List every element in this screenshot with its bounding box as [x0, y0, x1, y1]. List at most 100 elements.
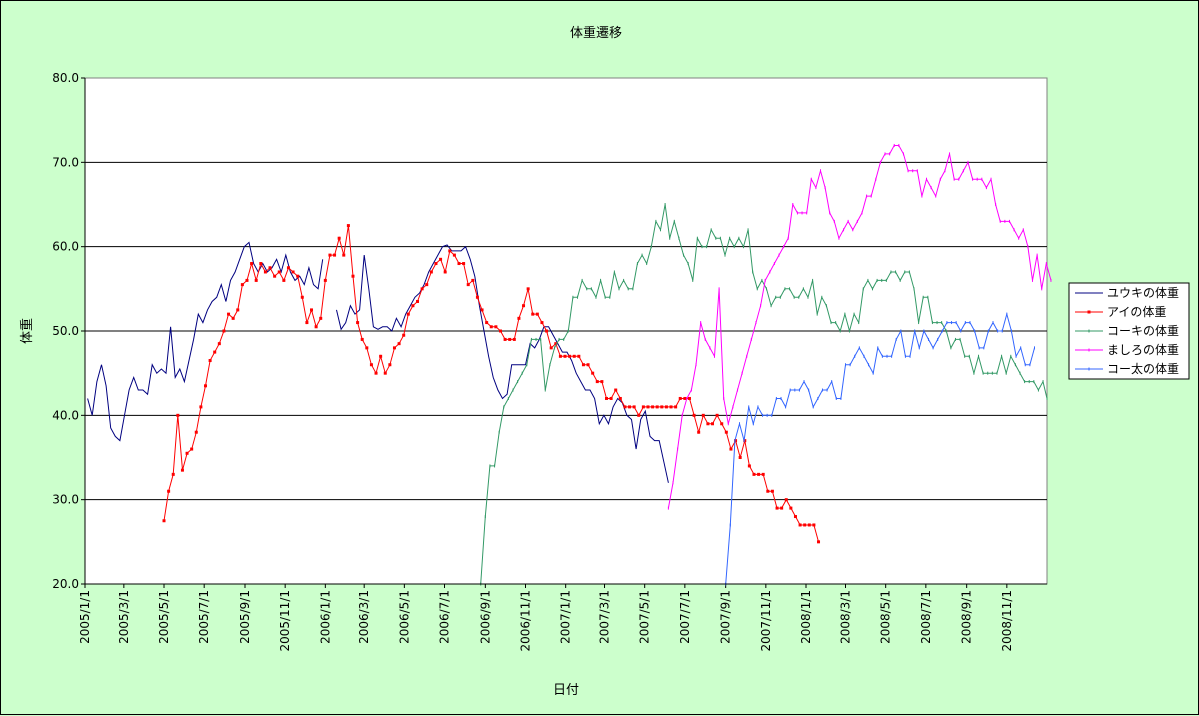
series-2-point: [310, 308, 314, 312]
series-2-point: [531, 312, 535, 316]
series-2-point: [522, 304, 526, 308]
series-2-point: [203, 384, 207, 388]
x-tick-label: 2005/5/1: [157, 590, 171, 644]
series-2-point: [167, 489, 171, 493]
series-2-point: [623, 405, 627, 409]
series-1: [87, 241, 669, 483]
series-2-point: [374, 371, 378, 375]
series-2-point: [171, 472, 175, 476]
series-2-point: [351, 274, 355, 278]
series-2-point: [328, 253, 332, 257]
x-tick-label: 2005/11/1: [278, 590, 292, 652]
y-tick-label: 50.0: [52, 324, 79, 338]
series-2-point: [231, 316, 235, 320]
series-2-point: [747, 464, 751, 468]
legend-label-4: ましろの体重: [1107, 343, 1179, 357]
series-2-point: [609, 396, 613, 400]
series-2-point: [641, 405, 645, 409]
series-2-point: [443, 270, 447, 274]
series-2-point: [651, 405, 655, 409]
series-2-point: [227, 312, 231, 316]
series-2-point: [554, 342, 558, 346]
series-2-point: [743, 439, 747, 443]
series-2-point: [687, 396, 691, 400]
series-2-point: [697, 430, 701, 434]
series-2-point: [770, 489, 774, 493]
series-2-point: [273, 274, 277, 278]
legend-label-2: アイの体重: [1107, 305, 1166, 319]
y-tick-label: 20.0: [52, 577, 79, 591]
series-2-point: [803, 523, 807, 527]
series-2-point: [535, 312, 539, 316]
x-axis-title: 日付: [553, 683, 579, 698]
series-2-point: [692, 413, 696, 417]
series-1-line-1: [87, 241, 324, 442]
x-tick-label: 2007/9/1: [719, 590, 733, 644]
series-2-point: [600, 380, 604, 384]
series-2-point: [586, 363, 590, 367]
series-2-point: [429, 270, 433, 274]
x-tick-label: 2007/1/1: [559, 590, 573, 644]
chart-title: 体重遷移: [570, 25, 622, 41]
series-2-point: [678, 396, 682, 400]
legend-label-1: ユウキの体重: [1107, 286, 1179, 300]
series-2-point: [222, 329, 226, 333]
x-tick-label: 2007/11/1: [759, 590, 773, 652]
series-2-point: [217, 342, 221, 346]
series-2-point: [180, 468, 184, 472]
series-2-point: [812, 523, 816, 527]
x-tick-label: 2005/9/1: [238, 590, 252, 644]
series-2-point: [503, 337, 507, 341]
series-2-point: [558, 354, 562, 358]
series-4-line-1: [667, 145, 1052, 509]
series-2-point: [268, 266, 272, 270]
series-2-point: [701, 413, 705, 417]
gridlines: [85, 161, 1047, 501]
series-2-point: [568, 354, 572, 358]
series-2-point: [369, 363, 373, 367]
x-axis-ticks: 2005/1/1 2005/3/1 2005/5/1 2005/7/1 2005/9/1…: [78, 584, 1014, 652]
series-2-point: [245, 278, 249, 282]
series-2-point: [780, 506, 784, 510]
series-1-line-2: [336, 244, 669, 483]
series-2-point: [540, 321, 544, 325]
x-tick-label: 2006/1/1: [318, 590, 332, 644]
series-2-point: [646, 405, 650, 409]
series-2-point: [549, 346, 553, 350]
series-2-point: [664, 405, 668, 409]
series-2-point: [508, 337, 512, 341]
x-tick-label: 2006/5/1: [397, 590, 411, 644]
series-2-point: [618, 396, 622, 400]
y-tick-label: 60.0: [52, 240, 79, 254]
series-2-point: [462, 262, 466, 266]
series-2-point: [176, 413, 180, 417]
series-2-point: [342, 253, 346, 257]
series-2-point: [498, 329, 502, 333]
series-2-point: [416, 299, 420, 303]
series-2-point: [420, 287, 424, 291]
series-2-point: [591, 371, 595, 375]
series-2-point: [632, 405, 636, 409]
series-2-point: [286, 266, 290, 270]
series-2-point: [729, 447, 733, 451]
series-2-point: [471, 278, 475, 282]
series-2-point: [752, 472, 756, 476]
series-2-point: [766, 489, 770, 493]
legend-marker-2: [1087, 310, 1091, 314]
series-layer: [87, 143, 1052, 586]
series-2-point: [402, 333, 406, 337]
series-2-point: [254, 278, 258, 282]
y-axis-title: 体重: [19, 318, 35, 344]
series-2-point: [793, 515, 797, 519]
series-2-point: [655, 405, 659, 409]
series-2-point: [190, 447, 194, 451]
series-2-point: [240, 283, 244, 287]
series-2-point: [485, 321, 489, 325]
series-5: [725, 312, 1035, 586]
series-4: [667, 143, 1052, 510]
series-2: [162, 224, 821, 544]
series-2-point: [807, 523, 811, 527]
series-2-point: [392, 346, 396, 350]
series-2-point: [388, 363, 392, 367]
